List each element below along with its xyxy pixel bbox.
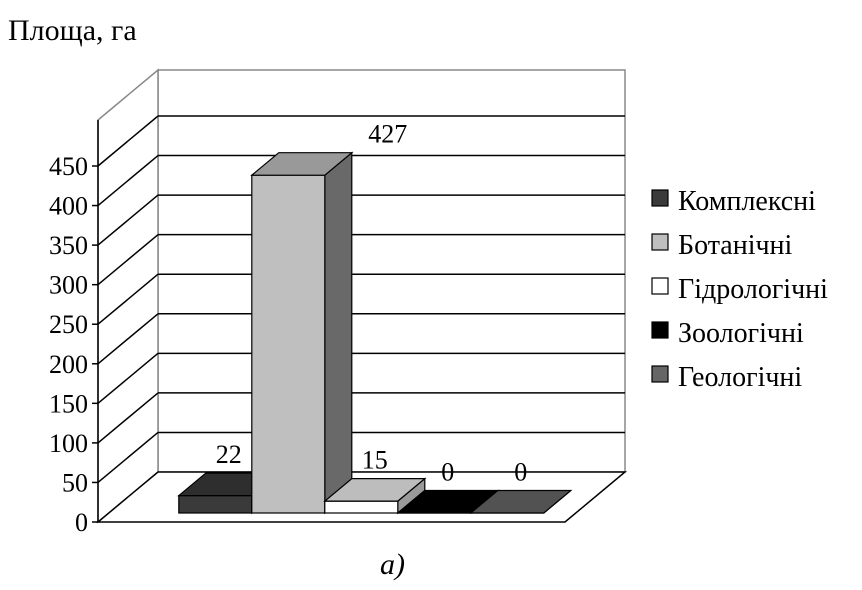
data-label-5: 0: [514, 458, 527, 487]
y-tick-label: 350: [49, 231, 88, 260]
y-tick-label: 400: [49, 192, 88, 221]
y-tick-label: 200: [49, 350, 88, 379]
y-tick-label: 450: [49, 152, 88, 181]
gridline-side: [97, 234, 159, 286]
data-label-3: 15: [362, 446, 388, 475]
legend-swatch-2: [651, 233, 669, 251]
data-label-2: 427: [368, 120, 407, 149]
legend-label-3: Гідрологічні: [678, 274, 828, 305]
gridline-side: [97, 313, 159, 365]
gridline-side: [97, 352, 159, 404]
figure-caption: а): [380, 548, 405, 581]
legend-label-4: Зоологічні: [678, 318, 804, 349]
bar-top-2: [250, 152, 354, 176]
data-label-4: 0: [441, 458, 454, 487]
y-tick-label: 0: [75, 508, 88, 537]
gridline-side: [97, 431, 159, 484]
bar-3: [324, 500, 399, 514]
y-tick-label: 100: [49, 429, 88, 458]
data-label-1: 22: [216, 440, 242, 469]
legend-label-1: Комплексні: [678, 186, 816, 217]
bar-1: [178, 494, 253, 514]
legend-label-5: Геологічні: [678, 362, 802, 393]
legend-label-2: Ботанічні: [678, 230, 793, 261]
legend-swatch-1: [651, 189, 669, 207]
y-tick-label: 50: [62, 468, 88, 497]
back-wall: [157, 69, 626, 473]
gridline-side: [97, 115, 159, 167]
y-tick-label: 150: [49, 389, 88, 418]
bar-2: [251, 174, 326, 514]
y-axis-title: Площа, га: [8, 14, 137, 47]
gridline-side: [97, 392, 159, 444]
gridline-side: [97, 194, 159, 246]
gridline-side: [97, 154, 159, 207]
bar-top-5: [469, 489, 573, 514]
legend-swatch-4: [651, 321, 669, 339]
y-tick-label: 250: [49, 310, 88, 339]
legend-swatch-3: [651, 277, 669, 295]
bar-top-3: [323, 478, 427, 502]
y-tick-label: 300: [49, 271, 88, 300]
side-wall: [97, 68, 159, 524]
gridline-side: [97, 273, 159, 325]
legend-swatch-5: [651, 365, 669, 383]
bar-side-2: [324, 151, 353, 515]
